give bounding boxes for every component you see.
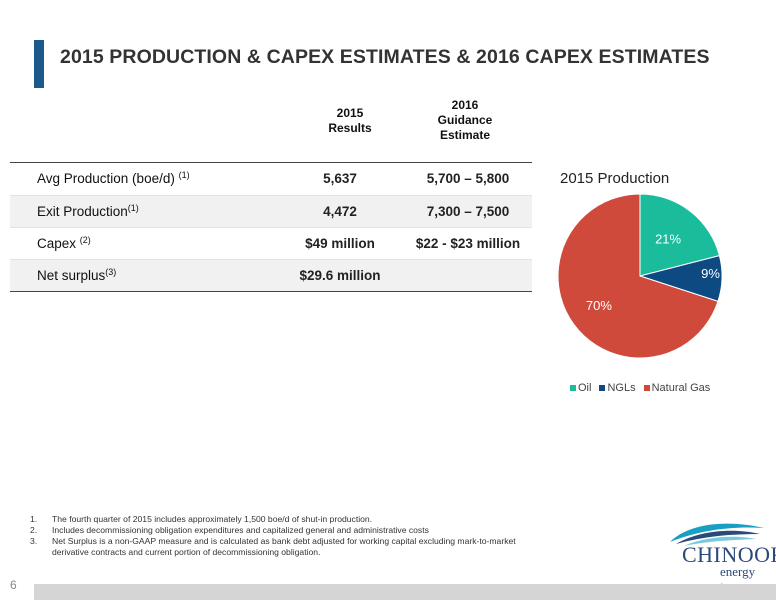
page-number: 6 xyxy=(10,578,17,592)
legend-swatch-natural-gas xyxy=(643,385,650,391)
column-header-2015-line-1: 2015 xyxy=(336,106,364,120)
legend-item-oil: Oil xyxy=(570,382,591,394)
footnote-number: 2. xyxy=(30,525,38,535)
column-header-2016: 2016 Guidance Estimate xyxy=(410,98,520,143)
pie-data-label: 9% xyxy=(701,266,720,281)
legend-swatch-ngls xyxy=(599,385,606,391)
value-2016 xyxy=(406,260,530,292)
logo-wordmark: CHINOOK xyxy=(682,542,776,567)
pie-data-label: 70% xyxy=(586,298,612,313)
pie-slice-oil xyxy=(639,193,721,277)
value-2015: 4,472 xyxy=(323,204,357,219)
footnote-text: Net Surplus is a non-GAAP measure and is… xyxy=(52,536,516,557)
column-header-2015: 2015 Results xyxy=(300,106,400,136)
pie-chart-svg: 21% 9% 70% xyxy=(557,193,723,359)
column-header-2016-line-3: Estimate xyxy=(439,128,491,142)
footnote: 2. Includes decommissioning obligation ex… xyxy=(30,525,540,536)
value-2016: 7,300 – 7,500 xyxy=(426,204,510,219)
chinook-logo: CHINOOK energy inc xyxy=(660,518,776,595)
footnote-number: 3. xyxy=(30,536,38,546)
logo-swoosh-icon xyxy=(670,523,764,546)
legend-label-ngls: NGLs xyxy=(607,382,636,394)
chart-title: 2015 Production xyxy=(560,170,670,187)
value-2015: $29.6 million xyxy=(299,268,381,283)
row-label: Capex (2) xyxy=(37,235,91,252)
legend-item-natural-gas: Natural Gas xyxy=(643,382,711,394)
table-row: Net surplus(3) $29.6 million xyxy=(10,259,532,291)
page-title: 2015 PRODUCTION & CAPEX ESTIMATES & 2016… xyxy=(60,46,710,68)
column-header-2015-line-2: Results xyxy=(328,121,372,135)
footnote: 1. The fourth quarter of 2015 includes ap… xyxy=(30,514,540,525)
pie-data-label: 21% xyxy=(655,232,681,247)
legend-swatch-oil xyxy=(570,385,576,391)
value-2015: $49 million xyxy=(305,236,375,251)
column-header-2016-line-1: 2016 xyxy=(451,98,479,112)
footnotes: 1. The fourth quarter of 2015 includes ap… xyxy=(30,514,540,558)
chart-legend: Oil NGLs Natural Gas xyxy=(570,382,710,394)
table-row: Avg Production (boe/d) (1) 5,637 5,700 –… xyxy=(10,163,532,195)
footer-bar xyxy=(34,584,776,600)
legend-item-ngls: NGLs xyxy=(599,382,636,394)
value-2016: $22 - $23 million xyxy=(415,236,521,251)
production-pie-chart: 2015 Production 21% 9% 70% Oil NGLs Natura… xyxy=(540,164,776,404)
value-2016: 5,700 – 5,800 xyxy=(426,171,510,186)
row-label: Exit Production(1) xyxy=(37,203,139,220)
legend-label-oil: Oil xyxy=(578,382,592,394)
title-accent-bar xyxy=(34,40,44,88)
footnote: 3. Net Surplus is a non-GAAP measure and … xyxy=(30,536,540,558)
estimates-table: Avg Production (boe/d) (1) 5,637 5,700 –… xyxy=(10,162,532,292)
footnote-text: The fourth quarter of 2015 includes appr… xyxy=(52,514,373,524)
table-row: Exit Production(1) 4,472 7,300 – 7,500 xyxy=(10,195,532,227)
legend-label-natural-gas: Natural Gas xyxy=(651,382,711,394)
value-2015: 5,637 xyxy=(323,171,357,186)
row-label: Avg Production (boe/d) (1) xyxy=(37,170,190,187)
footnote-number: 1. xyxy=(30,514,38,524)
pie-slice-natural-gas xyxy=(557,193,719,359)
table-row: Capex (2) $49 million $22 - $23 million xyxy=(10,227,532,259)
footnote-text: Includes decommissioning obligation expe… xyxy=(52,525,429,535)
row-label: Net surplus(3) xyxy=(37,267,117,284)
column-header-2016-line-2: Guidance xyxy=(437,113,493,127)
